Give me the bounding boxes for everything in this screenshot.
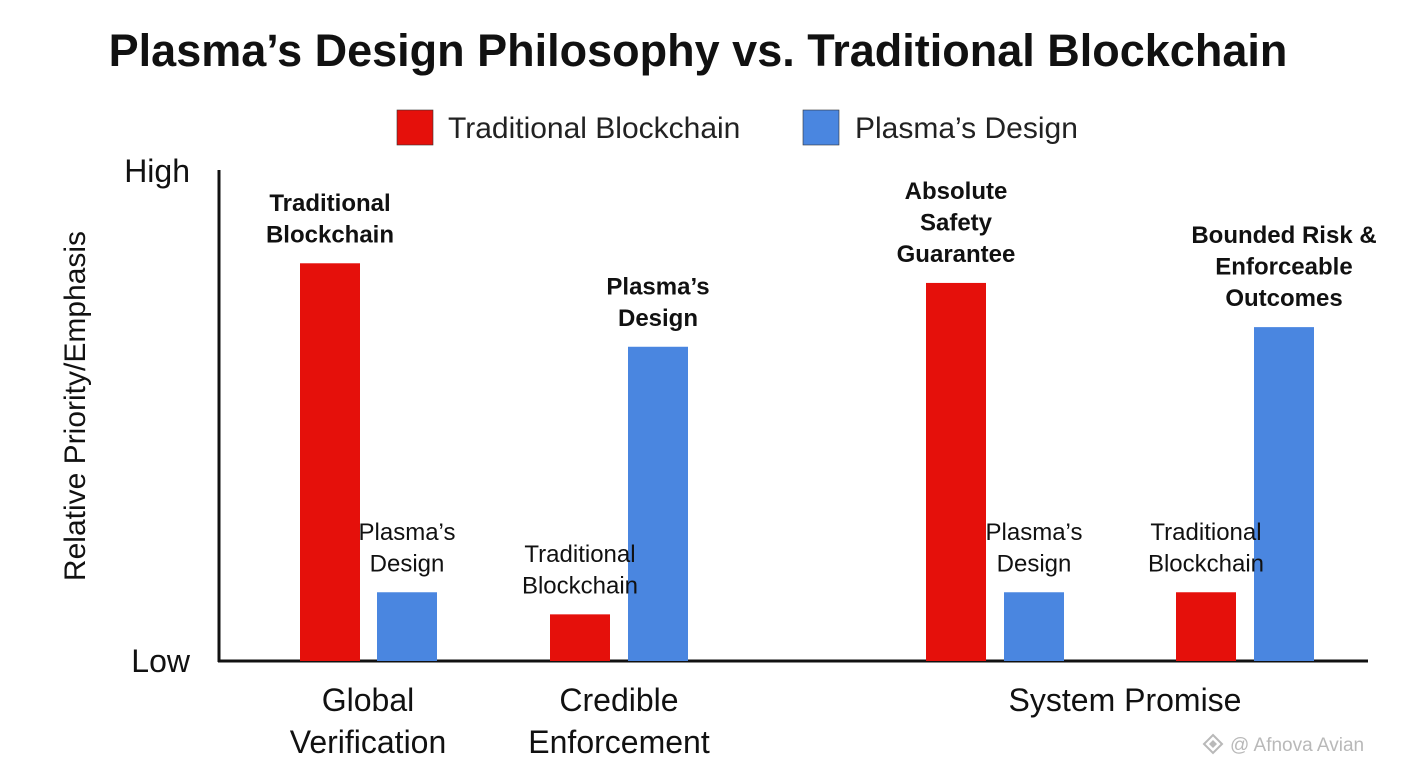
legend-label-traditional: Traditional Blockchain — [448, 112, 740, 145]
bar-label-3: Plasma’s Design — [606, 273, 709, 332]
bars — [300, 263, 1314, 661]
bar-labels: Traditional Blockchain Plasma’s Design Tradi… — [266, 178, 1377, 599]
legend-label-plasma: Plasma’s Design — [855, 112, 1078, 145]
x-category-label-1: Credible Enforcement — [528, 682, 710, 760]
y-axis-label: Relative Priority/Emphasis — [59, 231, 92, 581]
bar-plasma-5 — [1004, 592, 1064, 661]
watermark-icon — [1202, 733, 1224, 755]
bar-traditional-4 — [926, 282, 986, 661]
legend-swatch-traditional — [396, 109, 434, 146]
legend-swatch-plasma — [802, 109, 840, 146]
bar-traditional-0 — [300, 263, 360, 661]
y-tick-low: Low — [131, 643, 191, 679]
bar-plasma-3 — [628, 346, 688, 661]
bar-plasma-7 — [1254, 327, 1314, 661]
bar-label-0: Traditional Blockchain — [266, 190, 394, 249]
bar-label-6: Traditional Blockchain — [1148, 519, 1264, 578]
bar-traditional-6 — [1176, 592, 1236, 661]
watermark: @ Afnova Avian — [1202, 733, 1364, 756]
category-labels: Global Verification Credible Enforcement Sys… — [290, 682, 1242, 760]
bar-label-1: Plasma’s Design — [359, 519, 456, 578]
bar-label-5: Plasma’s Design — [986, 519, 1083, 578]
chart-title: Plasma’s Design Philosophy vs. Tradition… — [109, 25, 1288, 76]
bar-label-4: Absolute Safety Guarantee — [897, 178, 1016, 268]
x-category-label-0: Global Verification — [290, 682, 447, 760]
y-tick-high: High — [124, 153, 190, 189]
bar-label-2: Traditional Blockchain — [522, 541, 638, 600]
x-category-label-2: System Promise — [1009, 682, 1242, 718]
watermark-text: @ Afnova Avian — [1230, 735, 1364, 756]
bar-label-7: Bounded Risk & Enforceable Outcomes — [1191, 222, 1376, 312]
bar-plasma-1 — [377, 592, 437, 661]
bar-traditional-2 — [550, 614, 610, 661]
legend: Traditional Blockchain Plasma’s Design — [396, 109, 1078, 146]
